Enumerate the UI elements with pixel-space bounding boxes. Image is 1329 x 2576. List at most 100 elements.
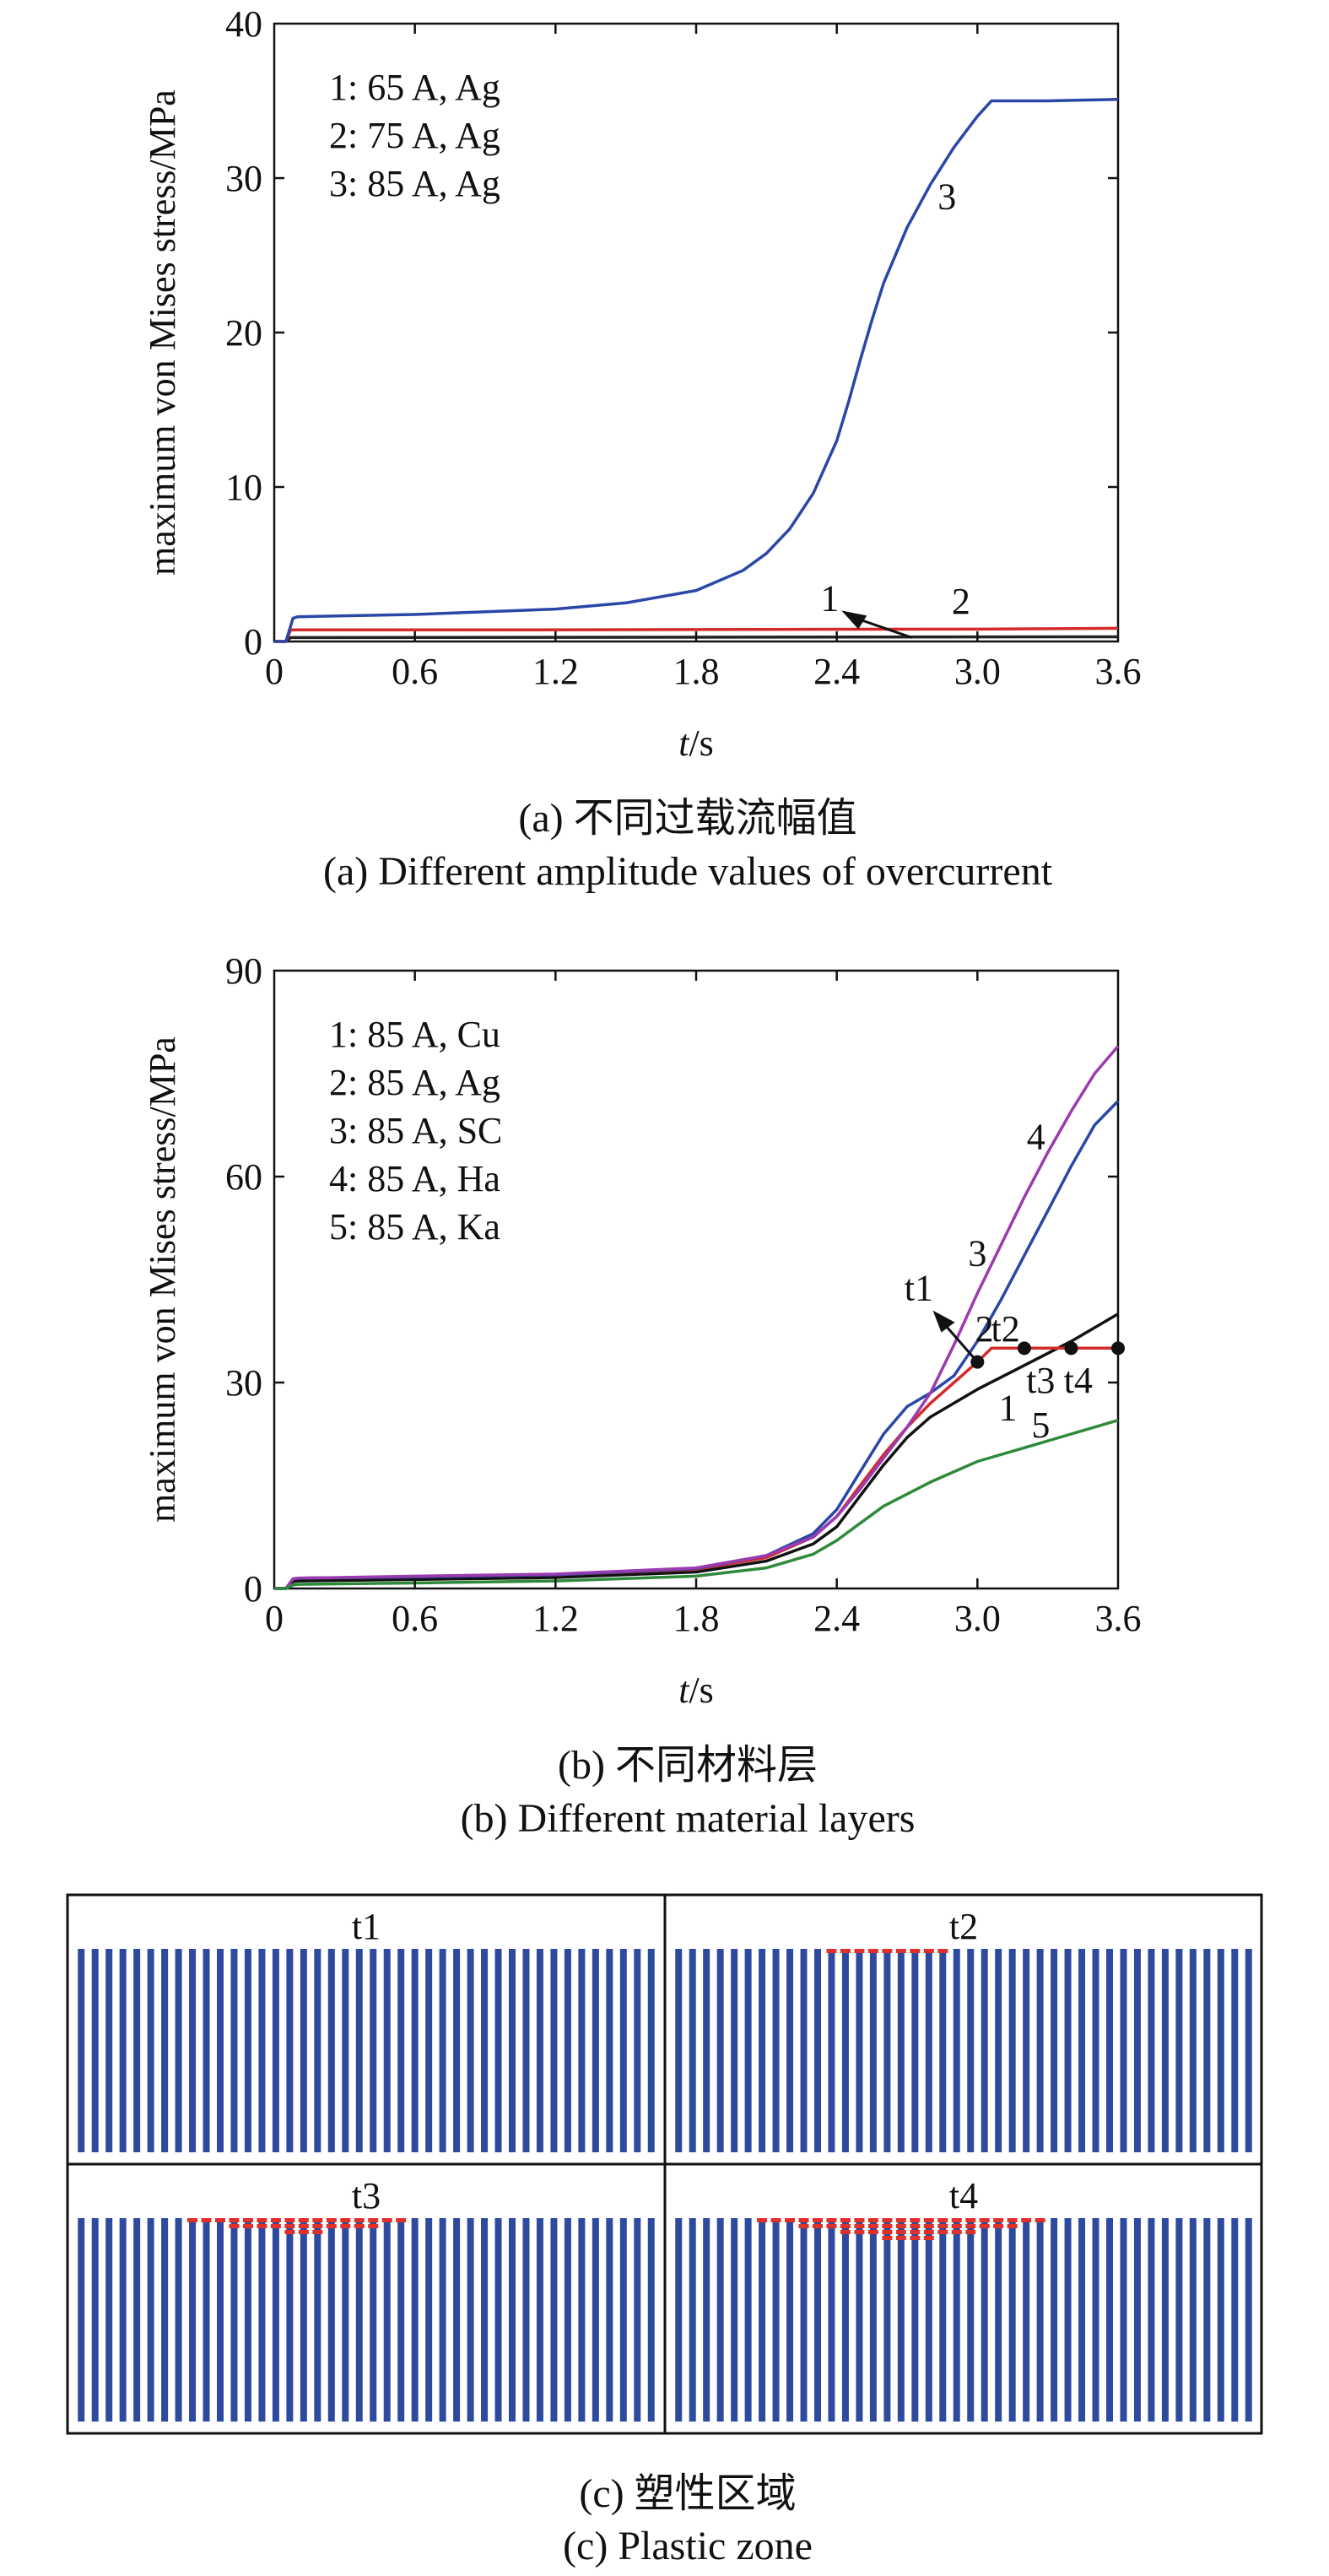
chart-b-series-2-line [274, 1346, 1118, 1590]
chart-b-legend-entry: 1: 85 A, Cu [329, 1014, 500, 1055]
plastic-zone-dot [910, 2236, 921, 2240]
plastic-zone-dot [326, 2224, 337, 2228]
plastic-zone-dot [840, 2218, 851, 2222]
plastic-panel-t2: t2 [675, 1906, 1252, 2152]
plastic-zone-dot [854, 2218, 865, 2222]
chart-b-legend-entry: 5: 85 A, Ka [329, 1206, 500, 1247]
chart-b-xtick-label: 1.8 [673, 1598, 720, 1639]
plastic-zone-dot [923, 2224, 934, 2228]
plastic-zone-dot [354, 2224, 365, 2228]
plastic-zone-dot [1007, 2224, 1018, 2228]
plastic-zone-dot [840, 2224, 851, 2228]
chart-a-annotations-group: 3 1 2 [820, 176, 970, 639]
plastic-zone-dot [965, 2224, 976, 2228]
plastic-zone-dot [895, 1949, 906, 1953]
plastic-zone-dot [368, 2224, 379, 2228]
chart-b-annotation: t3 [1026, 1360, 1055, 1401]
chart-b-annotation: 5 [1031, 1404, 1050, 1446]
plastic-zone-dot [867, 1949, 878, 1953]
plastic-zone-dot [298, 2224, 309, 2228]
plastic-zone-dot [270, 2224, 281, 2228]
chart-b-ytick-label: 60 [225, 1156, 262, 1198]
plastic-zone-dot [381, 2218, 392, 2222]
plastic-zone-dot [242, 2218, 253, 2222]
plastic-zone-dot [242, 2224, 253, 2228]
chart-b-t1-arrow-head [932, 1310, 955, 1333]
plastic-zone-dot [284, 2230, 295, 2234]
chart-b-xtick-label: 3.6 [1095, 1598, 1142, 1639]
plastic-zone-dot [867, 2224, 878, 2228]
plastic-panel-label: t3 [352, 2175, 381, 2216]
chart-a: 0 0.6 1.2 1.8 2.4 3.0 3.6 0 10 20 30 40 3 1 2 1: 65 A… [142, 3, 1142, 894]
chart-b-series-4-line [274, 1045, 1120, 1590]
chart-a-legend-entry: 1: 65 A, Ag [329, 67, 500, 108]
chart-b-annotation: 4 [1027, 1116, 1045, 1157]
chart-b-ytick-label: 90 [225, 950, 262, 992]
plastic-zone-dot [895, 2230, 906, 2234]
chart-a-arrow-head [841, 610, 867, 630]
chart-a-ytick-label: 40 [225, 3, 262, 45]
plastic-zone-dot [1035, 2218, 1045, 2222]
chart-a-annotation: 3 [937, 176, 956, 218]
plastic-zone-dot [937, 2218, 948, 2222]
plastic-zone-dot [826, 2224, 837, 2228]
plastic-zone-dot [257, 2224, 267, 2228]
chart-a-ticks-group: 0 0.6 1.2 1.8 2.4 3.0 3.6 0 10 20 30 40 [225, 3, 1142, 692]
plastic-zone-dot [923, 2236, 934, 2240]
plastic-zone-dot [826, 1949, 837, 1953]
plastic-zone-dot [923, 2230, 934, 2234]
plastic-zone-dot [951, 2218, 962, 2222]
plastic-zone-dot [368, 2218, 379, 2222]
chart-a-xtick-label: 3.6 [1095, 651, 1142, 692]
plastic-zone-dot [798, 2218, 809, 2222]
plastic-panel-label: t1 [352, 1906, 381, 1947]
plastic-zone-dot [270, 2218, 281, 2222]
plastic-zone-dot [326, 2218, 337, 2222]
chart-b-xlabel-unit: /s [689, 1670, 713, 1711]
chart-b-xlabel-var: t [678, 1670, 690, 1711]
plastic-panel-t3: t3 [78, 2175, 655, 2422]
chart-b-series-5-line [274, 1419, 1119, 1590]
plastic-zone-dot [785, 2218, 796, 2222]
plastic-zone-dot [923, 1949, 934, 1953]
chart-b-series-1-line [274, 1312, 1119, 1590]
chart-b-annotation: t1 [905, 1267, 933, 1308]
chart-b-xtick-label: 1.2 [532, 1598, 579, 1639]
chart-a-legend-entry: 2: 75 A, Ag [329, 115, 500, 156]
plastic-zone-dot [965, 2218, 976, 2222]
chart-a-xtick-label: 1.8 [673, 651, 720, 692]
plastic-zone-dot [882, 2218, 893, 2222]
chart-b-marker-t2 [1017, 1341, 1031, 1356]
chart-b-legend: 1: 85 A, Cu 2: 85 A, Ag 3: 85 A, SC 4: 85 A… [329, 1014, 502, 1247]
plastic-zone-dot [215, 2218, 225, 2222]
chart-a-ytick-label: 20 [225, 312, 262, 354]
plastic-zone-dot [979, 2218, 990, 2222]
plastic-zone-dot [798, 2224, 809, 2228]
plastic-zone-dot [770, 2218, 781, 2222]
plastic-zone-dot [298, 2230, 309, 2234]
plastic-zone-dot [895, 2236, 906, 2240]
plastic-zone-dot [854, 2224, 865, 2228]
chart-a-xtick-label: 2.4 [813, 651, 860, 692]
plastic-zone-dot [229, 2224, 240, 2228]
plastic-zone-dot [312, 2230, 323, 2234]
plastic-zone-dot [312, 2218, 323, 2222]
plastic-zone-dot [854, 1949, 865, 1953]
chart-b-xtick-label: 2.4 [813, 1598, 860, 1639]
plastic-panel-t1: t1 [78, 1906, 655, 2152]
plastic-zone-dot [965, 2230, 976, 2234]
plastic-zone-dot [979, 2224, 990, 2228]
plastic-zone-dot [257, 2218, 267, 2222]
plastic-zone-dot [840, 1949, 851, 1953]
plastic-zone-dot [757, 2218, 768, 2222]
chart-b-markers-group [932, 1310, 1125, 1369]
plastic-zone-dot [937, 2230, 948, 2234]
plastic-zone-dot [923, 2218, 934, 2222]
chart-a-caption-en: (a) Different amplitude values of overcu… [323, 849, 1053, 894]
chart-b-annotation: 1 [998, 1388, 1017, 1429]
plastic-zone-dot [298, 2218, 309, 2222]
plastic-zone-dot [813, 2218, 823, 2222]
chart-b-annotation: 2 [975, 1308, 994, 1350]
chart-a-series-group [274, 97, 1119, 643]
